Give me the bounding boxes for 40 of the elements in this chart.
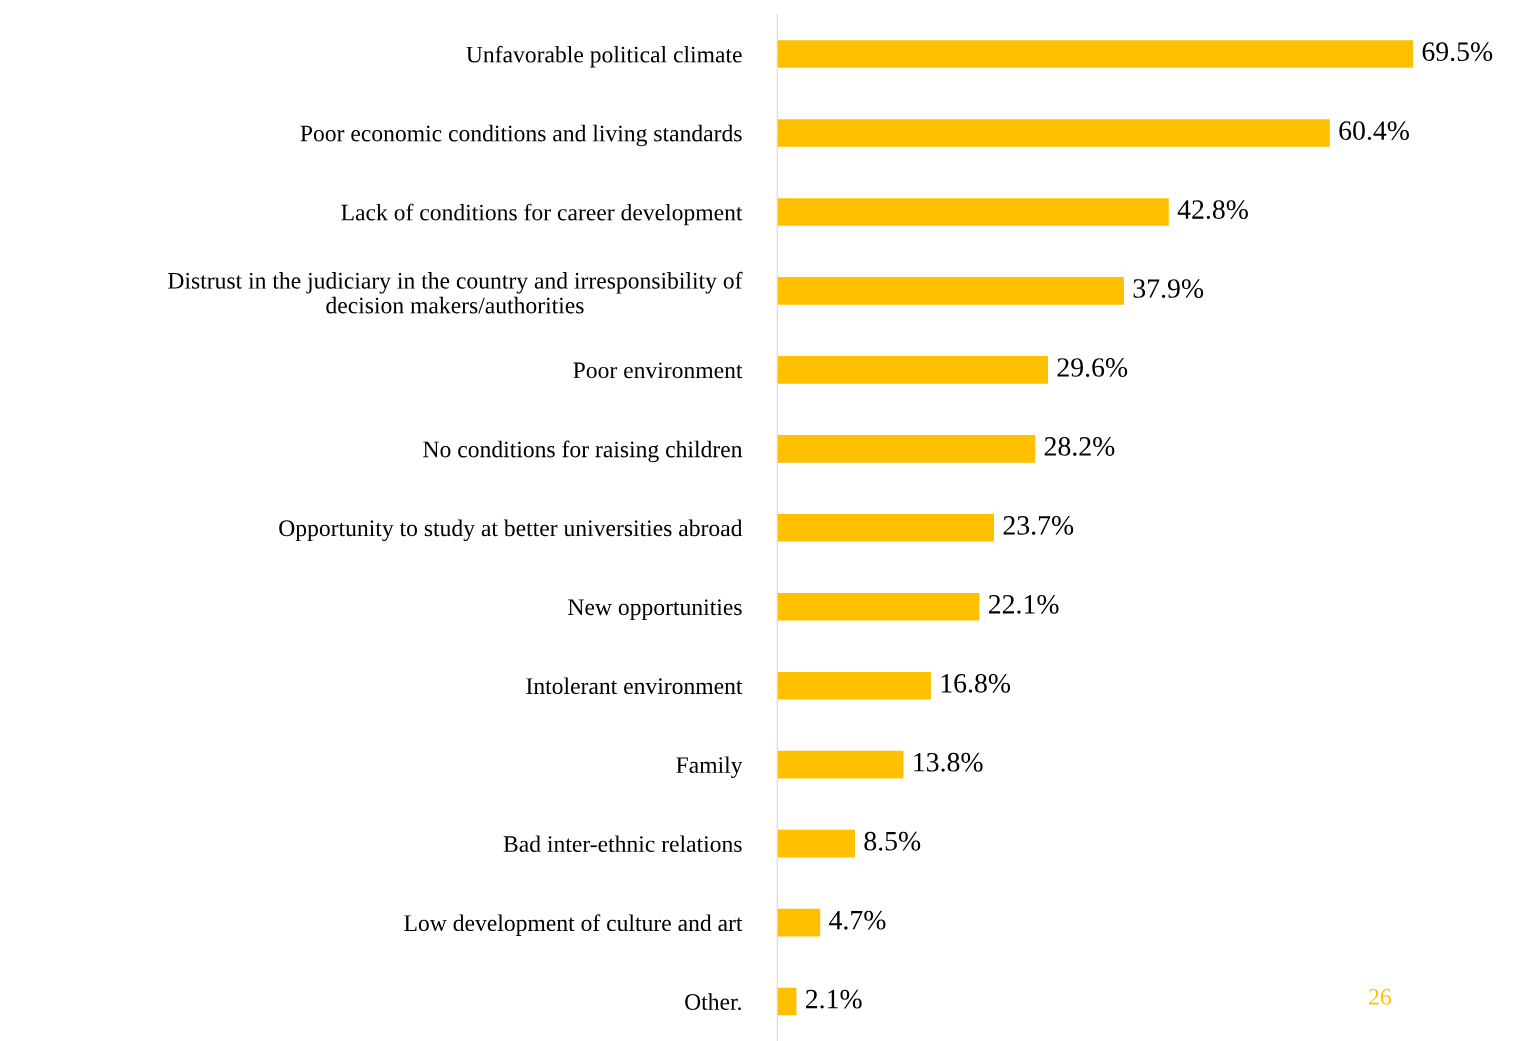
bar xyxy=(777,829,855,858)
bar xyxy=(777,513,995,542)
y-tick-label: Unfavorable political climate xyxy=(466,45,742,68)
data-label: 4.7% xyxy=(829,910,886,930)
y-tick-label: Other. xyxy=(685,993,741,1011)
data-label: 16.8% xyxy=(941,673,1011,693)
bar xyxy=(777,908,821,937)
y-tick-label: Bad inter-ethnic relations xyxy=(503,835,742,853)
y-tick-label: Family xyxy=(676,756,743,778)
y-tick-label: Low development of culture and art xyxy=(404,914,743,936)
annotation: 26 xyxy=(1369,988,1391,1005)
y-tick-label: Opportunity to study at better universities abroad xyxy=(279,519,743,542)
bar xyxy=(777,119,1330,147)
bar xyxy=(777,356,1049,384)
data-label: 2.1% xyxy=(805,989,862,1009)
bar xyxy=(777,987,797,1016)
y-tick-label: Distrust in the judiciary in the country and irresponsibility of decision makers/authorities xyxy=(168,271,743,314)
bar xyxy=(777,671,931,700)
bar xyxy=(777,198,1169,226)
bar xyxy=(777,435,1036,463)
data-label: 69.5% xyxy=(1422,42,1493,62)
bar xyxy=(777,592,980,621)
data-label: 42.8% xyxy=(1177,200,1248,220)
data-label: 13.8% xyxy=(914,752,983,772)
data-label: 28.2% xyxy=(1044,437,1115,456)
y-tick-label: Poor environment xyxy=(573,362,743,379)
data-label: 60.4% xyxy=(1339,121,1409,141)
bar xyxy=(777,277,1124,305)
data-label: 23.7% xyxy=(1003,515,1074,535)
bar xyxy=(777,750,904,779)
y-tick-label: No conditions for raising children xyxy=(423,440,743,463)
data-label: 22.1% xyxy=(988,594,1059,614)
data-label: 8.5% xyxy=(864,831,921,851)
y-tick-label: Intolerant environment xyxy=(526,677,743,695)
y-tick-label: Poor economic conditions and living standards xyxy=(300,124,742,147)
bar xyxy=(777,40,1414,68)
data-label: 37.9% xyxy=(1133,279,1204,298)
y-tick-label: New opportunities xyxy=(568,599,742,620)
y-tick-label: Lack of conditions for career development xyxy=(341,203,743,226)
data-label: 29.6% xyxy=(1057,358,1128,377)
